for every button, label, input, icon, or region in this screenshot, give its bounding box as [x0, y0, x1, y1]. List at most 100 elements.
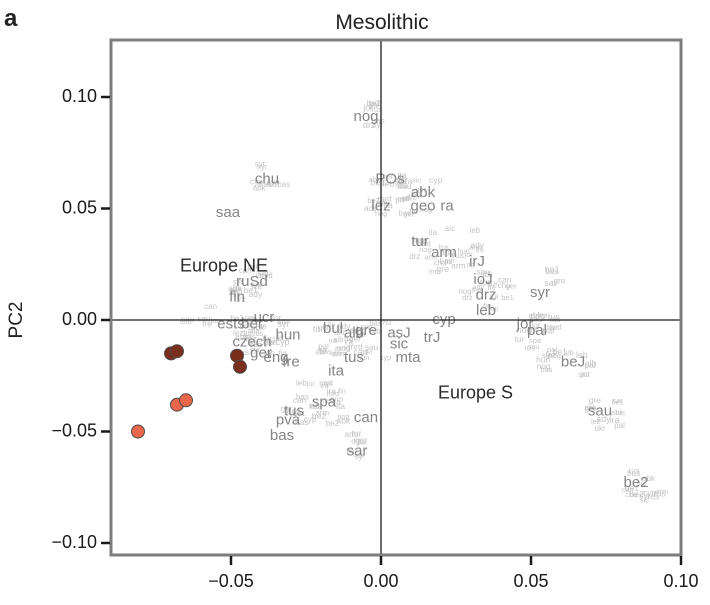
background-sample-label: nog: [419, 245, 432, 254]
background-sample-label: tur: [409, 207, 419, 216]
background-sample-label: nog: [517, 325, 532, 335]
background-sample-label: lez: [233, 328, 244, 338]
background-sample-label: sau: [197, 314, 211, 324]
data-point: [131, 424, 145, 439]
background-sample-label: cyp: [429, 175, 443, 185]
population-label: beJ: [561, 353, 585, 370]
background-sample-label: cyp: [276, 337, 290, 347]
x-tick-label: 0.10: [663, 571, 698, 591]
population-label: ucr: [254, 309, 275, 326]
background-sample-label: drz: [409, 252, 420, 261]
background-sample-label: rus: [310, 401, 322, 411]
background-sample-label: arm: [424, 253, 437, 262]
background-sample-label: arm: [330, 395, 343, 404]
background-sample-label: chu: [434, 258, 447, 267]
background-sample-label: sau: [528, 342, 540, 351]
background-sample-label: ita: [332, 397, 341, 407]
background-sample-label: mrd: [397, 196, 409, 203]
background-sample-label: cyp: [643, 488, 657, 498]
background-sample-label: jor: [210, 316, 220, 325]
background-sample-label: abk: [642, 474, 656, 483]
background-sample-label: cyp: [266, 177, 280, 187]
population-label: tus: [344, 349, 364, 366]
background-sample-label: syr: [355, 453, 365, 461]
background-sample-label: ita: [336, 401, 345, 411]
background-sample-label: hun: [538, 311, 550, 320]
background-sample-label: be1: [230, 314, 244, 323]
background-sample-label: ger: [248, 262, 259, 271]
background-sample-label: ita: [397, 171, 406, 181]
background-sample-label: fin: [338, 386, 346, 395]
background-sample-label: bas: [546, 267, 559, 276]
background-sample-label: bas: [627, 469, 640, 478]
background-sample-label: can: [204, 302, 217, 311]
background-sample-label: bas: [320, 347, 332, 356]
background-sample-label: leb: [470, 226, 481, 235]
background-sample-label: mrd: [348, 342, 363, 352]
background-sample-label: ira: [529, 325, 538, 334]
population-label: fin: [229, 289, 245, 306]
background-sample-label: jor: [264, 350, 273, 357]
background-sample-label: hun: [547, 324, 559, 332]
background-sample-label: pal: [402, 194, 412, 203]
background-sample-label: rus: [266, 180, 276, 189]
region-annotations: Europe NE Europe S: [180, 255, 513, 402]
background-sample-label: drz: [406, 193, 416, 202]
background-sample-label: arm: [451, 261, 465, 271]
background-sample-label: ger: [349, 334, 361, 344]
background-sample-label: fin: [491, 304, 499, 313]
background-sample-label: ira: [403, 176, 413, 186]
background-sample-label: pal: [318, 342, 329, 351]
background-sample-label: arm: [330, 349, 342, 358]
background-sample-label: mrd: [377, 194, 392, 204]
background-sample-label: lez: [546, 349, 557, 359]
y-tick-label: −0.05: [51, 420, 97, 440]
background-sample-label: ger: [281, 405, 293, 414]
background-sample-label: bas: [243, 332, 255, 341]
population-label: syr: [530, 284, 550, 301]
background-sample-label: pal: [395, 195, 406, 204]
background-sample-label: abk: [611, 408, 624, 417]
background-sample-label: bas: [277, 180, 290, 189]
population-label: tus: [284, 402, 304, 419]
region-annotation: Europe S: [438, 382, 513, 402]
background-sample-label: nog: [338, 412, 350, 421]
background-sample-label: alb: [378, 199, 388, 207]
background-sample-label: rus: [647, 492, 659, 502]
background-sample-label: syr: [257, 163, 268, 172]
x-axis-ticks: −0.05 0.00 0.05 0.10: [208, 556, 699, 591]
background-sample-label: sic: [640, 496, 649, 505]
background-sample-label: drz: [363, 120, 375, 130]
y-axis-label: PC2: [6, 302, 27, 339]
background-sample-label: abk: [480, 270, 493, 279]
region-annotation: Europe NE: [180, 255, 268, 275]
background-sample-label: jor: [306, 379, 316, 388]
background-sample-label: bas: [295, 417, 309, 427]
reference-population-cloud: be1palrussyrbasdrzjorbe2syrrussausyrcypa…: [180, 98, 668, 505]
population-label: sau: [588, 402, 612, 419]
background-sample-label: ukr: [273, 334, 284, 343]
data-point: [233, 359, 247, 374]
background-sample-label: ita: [234, 284, 242, 293]
population-label: nog: [353, 108, 378, 125]
background-sample-label: fin: [233, 290, 241, 299]
background-sample-label: arm: [316, 409, 330, 418]
background-sample-label: can: [293, 395, 307, 405]
panel-letter: a: [4, 5, 18, 32]
background-sample-label: alb: [564, 348, 574, 357]
background-sample-label: fin: [346, 446, 354, 455]
background-sample-label: rus: [253, 331, 263, 338]
background-sample-label: gre: [553, 276, 565, 286]
background-sample-label: pal: [357, 439, 367, 447]
background-sample-label: cyp: [304, 415, 317, 424]
background-sample-label: jor: [580, 369, 590, 379]
background-sample-label: drz: [234, 294, 246, 304]
population-label: bas: [270, 427, 294, 444]
background-sample-label: syr: [471, 285, 482, 294]
background-sample-label: ira: [329, 337, 337, 345]
background-sample-label: ady: [249, 289, 263, 299]
background-sample-label: chu: [498, 281, 511, 290]
population-label: tur: [411, 233, 429, 250]
background-sample-label: tur: [488, 279, 498, 288]
background-sample-label: can: [239, 266, 252, 275]
